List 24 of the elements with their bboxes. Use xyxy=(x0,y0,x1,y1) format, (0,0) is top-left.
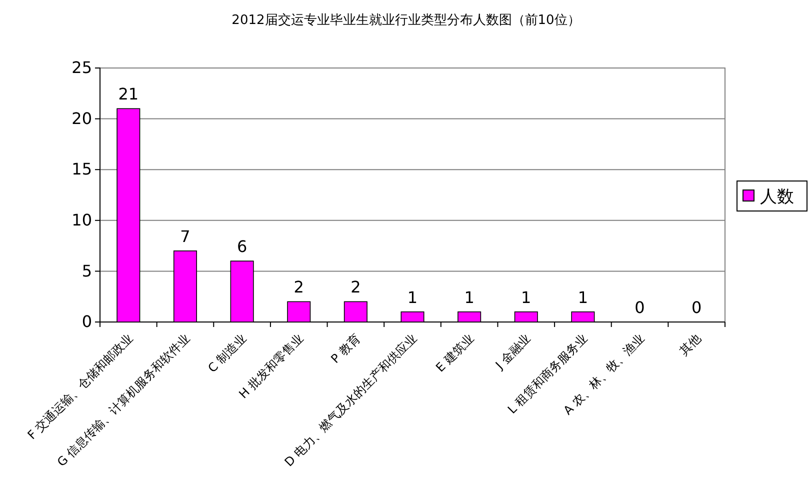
data-label: 2 xyxy=(294,278,304,297)
data-label: 1 xyxy=(464,288,474,307)
data-label: 0 xyxy=(634,298,645,317)
y-tick-label: 15 xyxy=(72,160,92,179)
y-tick-label: 5 xyxy=(82,261,92,280)
x-tick-label: C 制造业 xyxy=(205,331,250,376)
x-tick-label: P 教育 xyxy=(328,331,363,366)
legend-label: 人数 xyxy=(760,187,794,207)
y-tick-label: 0 xyxy=(82,312,92,332)
y-tick-label: 25 xyxy=(72,58,92,78)
x-tick-label: J 金融业 xyxy=(492,331,534,373)
y-tick-label: 20 xyxy=(72,108,92,128)
data-label: 1 xyxy=(407,288,418,307)
x-tick-label: E 建筑业 xyxy=(433,331,477,375)
chart-title: 2012届交运专业毕业生就业行业类型分布人数图（前10位） xyxy=(232,12,580,28)
x-tick-label: 其他 xyxy=(676,331,704,358)
data-label: 1 xyxy=(578,288,588,307)
data-label: 6 xyxy=(236,237,248,256)
data-label: 0 xyxy=(691,298,702,317)
data-label: 21 xyxy=(118,84,139,104)
data-label: 2 xyxy=(350,278,361,297)
data-label: 7 xyxy=(180,226,190,246)
data-label: 1 xyxy=(521,288,532,307)
y-tick-label: 10 xyxy=(72,210,92,230)
